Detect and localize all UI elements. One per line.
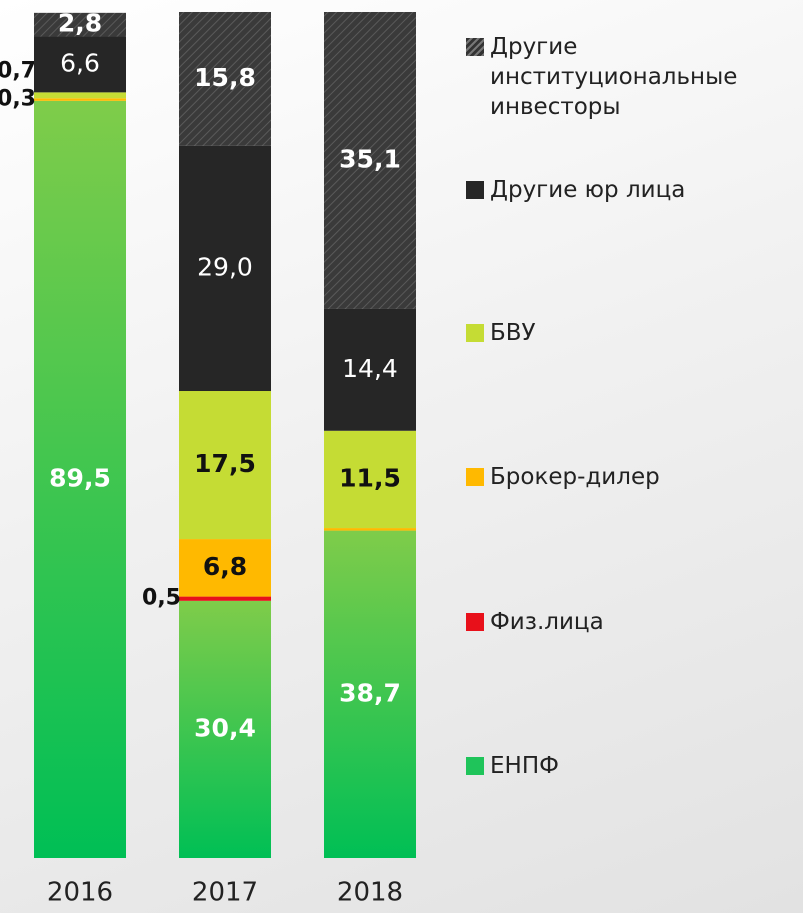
value-label: 11,5 <box>339 463 401 492</box>
value-label: 15,8 <box>194 63 256 92</box>
value-label: 6,6 <box>60 48 100 77</box>
bar-segment <box>324 430 416 529</box>
value-label: 14,4 <box>342 354 398 383</box>
legend-item: Другие юр лица <box>466 175 790 205</box>
bar-segment <box>324 528 416 531</box>
legend-item: Брокер-дилер <box>466 462 790 492</box>
legend-item: Другие институциональные инвесторы <box>466 32 790 122</box>
value-label: 0,5 <box>142 586 181 611</box>
bar-segment <box>34 92 126 99</box>
bar-segment <box>179 600 271 858</box>
legend-swatch <box>466 468 484 486</box>
legend-label: БВУ <box>490 320 536 346</box>
value-label: 29,0 <box>197 252 253 281</box>
bar-segment <box>179 539 271 597</box>
bar-segment <box>179 145 271 392</box>
legend-label: Другие юр лица <box>490 177 686 203</box>
value-label: 35,1 <box>339 144 401 173</box>
value-label: 38,7 <box>339 678 401 707</box>
bar-segment <box>179 596 271 601</box>
legend-label: Брокер-дилер <box>490 464 660 490</box>
legend-swatch <box>466 181 484 199</box>
legend-label: Другие институциональные инвесторы <box>490 34 738 120</box>
x-tick-label: 2017 <box>192 878 258 908</box>
bar-segment <box>34 12 126 37</box>
value-label: 2,8 <box>58 9 102 38</box>
legend-item: ЕНПФ <box>466 751 790 781</box>
bar-segment <box>324 530 416 858</box>
legend-swatch <box>466 613 484 631</box>
value-label: 17,5 <box>194 449 256 478</box>
value-label: 6,8 <box>203 552 247 581</box>
bar-segment <box>34 98 126 101</box>
legend-label: ЕНПФ <box>490 753 559 779</box>
value-label: 0,3 <box>0 87 36 112</box>
bar-segment <box>179 12 271 146</box>
legend-item: Физ.лица <box>466 607 790 637</box>
value-label: 0,7 <box>0 58 36 83</box>
x-tick-label: 2018 <box>337 878 403 908</box>
bar-segment <box>34 100 126 858</box>
legend-label: Физ.лица <box>490 609 604 635</box>
bar-segment <box>34 36 126 93</box>
bar-segment <box>324 308 416 431</box>
value-label: 30,4 <box>194 713 256 742</box>
legend-swatch <box>466 38 484 56</box>
x-tick-label: 2016 <box>47 878 113 908</box>
bar-segment <box>324 12 416 309</box>
legend-swatch <box>466 324 484 342</box>
legend-item: БВУ <box>466 318 790 348</box>
legend-swatch <box>466 757 484 775</box>
value-label: 89,5 <box>49 463 111 492</box>
bar-segment <box>179 391 271 540</box>
